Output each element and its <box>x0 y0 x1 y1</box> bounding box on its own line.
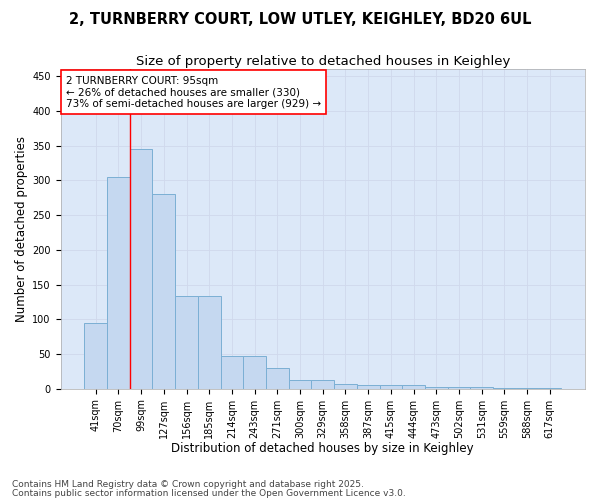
Bar <box>402 386 425 388</box>
X-axis label: Distribution of detached houses by size in Keighley: Distribution of detached houses by size … <box>172 442 474 455</box>
Bar <box>289 380 311 388</box>
Bar <box>266 368 289 388</box>
Bar <box>85 322 107 388</box>
Title: Size of property relative to detached houses in Keighley: Size of property relative to detached ho… <box>136 55 510 68</box>
Bar <box>380 386 402 388</box>
Bar <box>357 384 380 388</box>
Y-axis label: Number of detached properties: Number of detached properties <box>15 136 28 322</box>
Bar <box>198 296 221 388</box>
Bar <box>175 296 198 388</box>
Bar <box>311 380 334 388</box>
Bar <box>107 177 130 388</box>
Text: Contains HM Land Registry data © Crown copyright and database right 2025.: Contains HM Land Registry data © Crown c… <box>12 480 364 489</box>
Bar <box>152 194 175 388</box>
Bar <box>130 149 152 388</box>
Text: Contains public sector information licensed under the Open Government Licence v3: Contains public sector information licen… <box>12 488 406 498</box>
Bar <box>425 386 448 388</box>
Bar <box>243 356 266 388</box>
Text: 2, TURNBERRY COURT, LOW UTLEY, KEIGHLEY, BD20 6UL: 2, TURNBERRY COURT, LOW UTLEY, KEIGHLEY,… <box>69 12 531 28</box>
Text: 2 TURNBERRY COURT: 95sqm
← 26% of detached houses are smaller (330)
73% of semi-: 2 TURNBERRY COURT: 95sqm ← 26% of detach… <box>66 76 321 109</box>
Bar <box>221 356 243 388</box>
Bar <box>334 384 357 388</box>
